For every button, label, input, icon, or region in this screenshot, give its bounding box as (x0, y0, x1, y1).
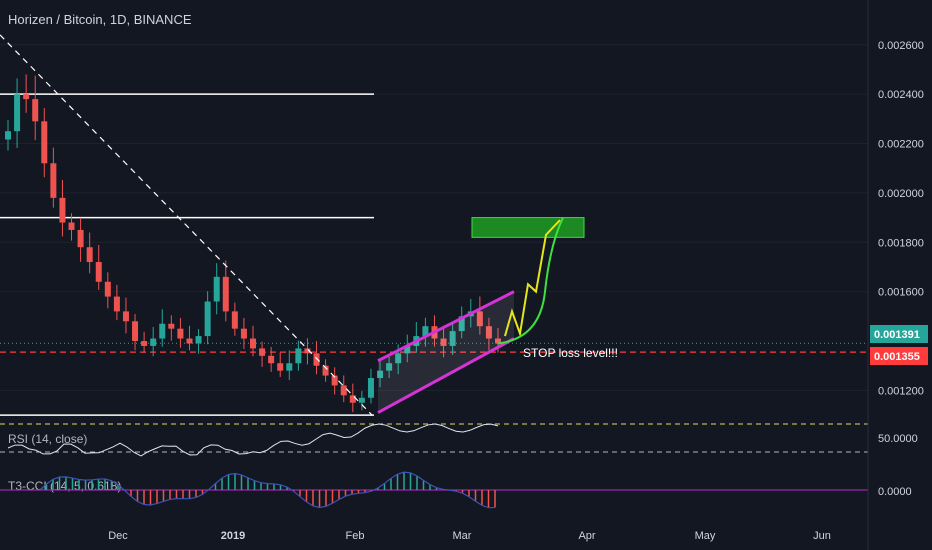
price-tick-label: 0.001200 (878, 385, 924, 397)
candle-body (5, 131, 11, 140)
candle-body (386, 363, 393, 371)
candle-body (159, 323, 166, 339)
channel-fill (378, 291, 514, 413)
candle-body (168, 323, 175, 329)
price-tick-label: 0.001600 (878, 287, 924, 299)
price-tick-label: 0.001800 (878, 237, 924, 249)
price-axis[interactable]: 0.002600 0.002400 0.002200 0.002000 0.001800… (867, 0, 924, 550)
price-tick-label: 0.002000 (878, 188, 924, 200)
chart-drawings[interactable] (0, 34, 585, 416)
time-axis[interactable]: Dec 2019 Feb Mar Apr May Jun (108, 530, 831, 542)
candle-body (122, 311, 129, 322)
candle-body (322, 365, 329, 376)
candle-body (240, 328, 247, 339)
candle-body (195, 336, 202, 344)
time-tick-label: May (695, 530, 716, 542)
current-price-tag (870, 325, 928, 343)
candle-body (86, 247, 93, 263)
candle-body (177, 328, 184, 339)
candle-body (495, 338, 501, 344)
candle-body (77, 229, 84, 248)
candle-body (358, 397, 365, 403)
time-tick-label: Apr (578, 530, 595, 542)
price-tick-label: 0.002400 (878, 89, 924, 101)
channel-upper-line[interactable] (377, 290, 515, 363)
candle-body (331, 375, 338, 386)
price-tick-label: 0.002600 (878, 40, 924, 52)
candle-body (340, 385, 347, 396)
candle-body (458, 316, 465, 332)
candle-body (104, 281, 111, 297)
time-tick-label: 2019 (221, 530, 245, 542)
time-tick-label: Dec (108, 530, 128, 542)
candle-body (32, 99, 39, 122)
candle-body (50, 163, 57, 198)
candle-body (231, 311, 238, 329)
candle-body (186, 338, 193, 344)
time-tick-label: Jun (813, 530, 831, 542)
candle-body (449, 331, 456, 346)
candle-body (422, 326, 429, 337)
stop-price-text: 0.001355 (874, 351, 920, 363)
candle-body (304, 348, 311, 354)
candle-body (14, 94, 21, 132)
candle-body (313, 353, 320, 366)
candle-body (349, 395, 356, 403)
candle-body (59, 197, 66, 223)
candle-body (404, 345, 411, 354)
candle-body (141, 341, 148, 346)
price-tick-label: 0.002200 (878, 139, 924, 151)
candle-body (222, 276, 229, 312)
candle-body (476, 311, 483, 327)
downtrend-line[interactable] (0, 34, 373, 416)
rsi-pane (0, 423, 868, 457)
chart-title: Horizen / Bitcoin, 1D, BINANCE (8, 12, 192, 27)
rsi-tick-label: 50.0000 (878, 433, 918, 445)
candle-body (377, 370, 384, 379)
cci-pane (0, 471, 868, 509)
candle-body (268, 355, 275, 364)
candle-body (95, 262, 102, 282)
candle-body (68, 222, 75, 230)
candle-body (132, 321, 139, 342)
candle-body (213, 276, 220, 302)
candle-body (250, 338, 256, 349)
rsi-line (7, 423, 499, 457)
candle-body (204, 301, 211, 337)
stop-price-tag (870, 347, 928, 365)
candle-body (485, 326, 492, 339)
time-tick-label: Mar (453, 530, 472, 542)
candle-body (286, 363, 293, 371)
candle-body (41, 121, 48, 164)
candle-body (277, 363, 284, 371)
cci-tick-label: 0.0000 (878, 486, 912, 498)
candle-body (150, 338, 157, 346)
target-zone[interactable] (471, 217, 585, 238)
channel-lower-line[interactable] (377, 337, 515, 414)
projection-green-path[interactable] (497, 217, 564, 345)
candle-body (259, 348, 266, 356)
projection-yellow-path[interactable] (504, 219, 561, 338)
candle-body (440, 338, 447, 346)
candle-body (367, 378, 374, 398)
cci-line (39, 471, 496, 509)
stop-loss-annotation: STOP loss level!!! (523, 346, 618, 360)
candle-body (295, 348, 302, 364)
price-candles (5, 74, 501, 413)
candle-body (113, 296, 120, 312)
rsi-label: RSI (14, close) (8, 432, 88, 446)
candle-body (23, 94, 30, 100)
candle-body (395, 353, 402, 364)
current-price-text: 0.001391 (874, 329, 920, 341)
time-tick-label: Feb (346, 530, 365, 542)
